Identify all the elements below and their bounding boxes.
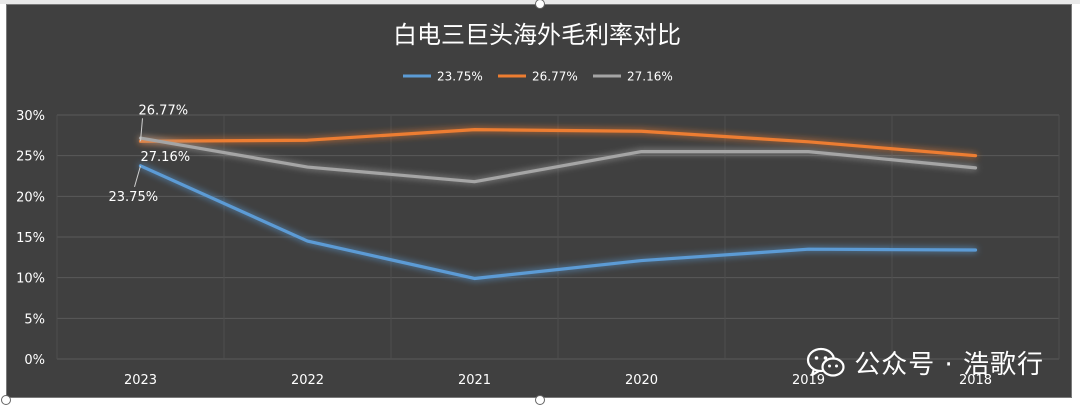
watermark-text: 公众号 · 浩歌行 [854,350,1044,380]
x-tick-label: 2023 [124,373,157,388]
y-tick-label: 30% [16,109,45,124]
data-labels: 26.77% 27.16% 23.75% [109,103,191,205]
y-tick-label: 5% [24,312,45,327]
data-label: 26.77% [139,103,189,118]
y-tick-label: 25% [16,150,45,165]
resize-handle-top[interactable] [535,0,545,9]
line-chart: 白电三巨头海外毛利率对比 23.75% 26.77% 27.16% 0% 5% 10% 1… [16,21,1060,388]
wechat-icon [807,347,845,377]
x-tick-label: 2018 [959,373,992,388]
resize-handle-bottom[interactable] [535,395,545,405]
leader-line [140,118,143,142]
chart-area[interactable]: 白电三巨头海外毛利率对比 23.75% 26.77% 27.16% 0% 5% 10% 1… [6,4,1072,398]
chart-title: 白电三巨头海外毛利率对比 [393,21,681,49]
y-tick-label: 20% [16,190,45,205]
series-line [138,128,978,158]
resize-handle-bottom-left[interactable] [1,395,11,405]
legend-label: 26.77% [532,70,578,84]
leader-line [134,165,141,187]
series-line [138,136,978,184]
y-axis: 0% 5% 10% 15% 20% 25% 30% [16,109,45,368]
gridlines [56,114,1060,360]
series-lines [138,128,978,281]
data-label: 27.16% [141,150,191,165]
x-tick-label: 2021 [458,373,491,388]
series-line [138,164,978,281]
x-tick-label: 2020 [625,373,658,388]
x-tick-label: 2022 [291,373,324,388]
y-tick-label: 15% [16,231,45,246]
legend-label: 27.16% [627,70,673,84]
legend-label: 23.75% [437,70,483,84]
x-tick-label: 2019 [792,373,825,388]
legend: 23.75% 26.77% 27.16% [403,70,673,84]
x-axis: 2023 2022 2021 2020 2019 2018 [124,373,992,388]
watermark: 公众号 · 浩歌行 [806,344,1044,381]
data-label: 23.75% [109,190,159,205]
y-tick-label: 0% [24,353,45,368]
y-tick-label: 10% [16,272,45,287]
